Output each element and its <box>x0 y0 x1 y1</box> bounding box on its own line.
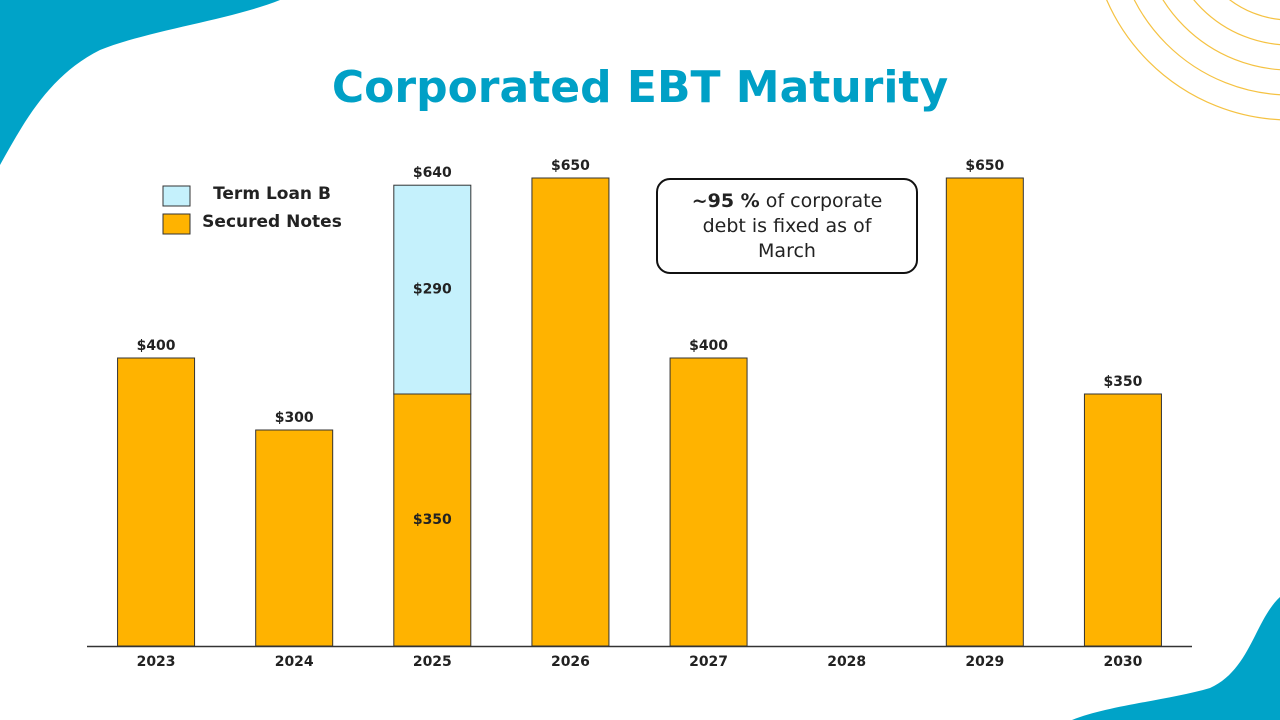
x-tick-label: 2027 <box>689 654 728 670</box>
legend-swatch <box>162 185 191 207</box>
decor-arcs <box>1106 0 1280 121</box>
value-label: $290 <box>413 282 452 298</box>
x-tick-label: 2023 <box>137 654 176 670</box>
total-label: $300 <box>275 410 314 426</box>
decor-blob <box>1072 597 1280 720</box>
x-tick-label: 2026 <box>551 654 590 670</box>
bar-segment <box>393 184 472 395</box>
total-label: $650 <box>965 158 1004 174</box>
bar-segment <box>669 357 748 647</box>
bar-segment <box>1083 393 1162 647</box>
bar-segment <box>531 177 610 647</box>
total-label: $400 <box>689 338 728 354</box>
total-label: $640 <box>413 165 452 181</box>
chart-title: Corporated EBT Maturity <box>332 62 948 113</box>
legend-label: Term Loan B <box>213 184 331 204</box>
value-label: $350 <box>413 512 452 528</box>
x-tick-label: 2028 <box>827 654 866 670</box>
bar-segment <box>117 357 196 647</box>
x-tick-label: 2025 <box>413 654 452 670</box>
legend-swatch <box>162 213 191 235</box>
bar-segment <box>945 177 1024 647</box>
x-tick-label: 2029 <box>965 654 1004 670</box>
decor-blob <box>0 0 280 165</box>
annotation-text: ~95 % of corporate debt is fixed as of M… <box>676 189 898 264</box>
annotation-body: of corporate debt is fixed as of March <box>702 189 883 262</box>
annotation-bold: ~95 % <box>691 189 760 212</box>
bar-segment <box>255 429 334 647</box>
annotation: ~95 % of corporate debt is fixed as of M… <box>656 178 918 274</box>
total-label: $350 <box>1103 374 1142 390</box>
total-label: $650 <box>551 158 590 174</box>
x-tick-label: 2024 <box>275 654 314 670</box>
x-tick-label: 2030 <box>1103 654 1142 670</box>
total-label: $400 <box>137 338 176 354</box>
legend-label: Secured Notes <box>202 212 342 232</box>
